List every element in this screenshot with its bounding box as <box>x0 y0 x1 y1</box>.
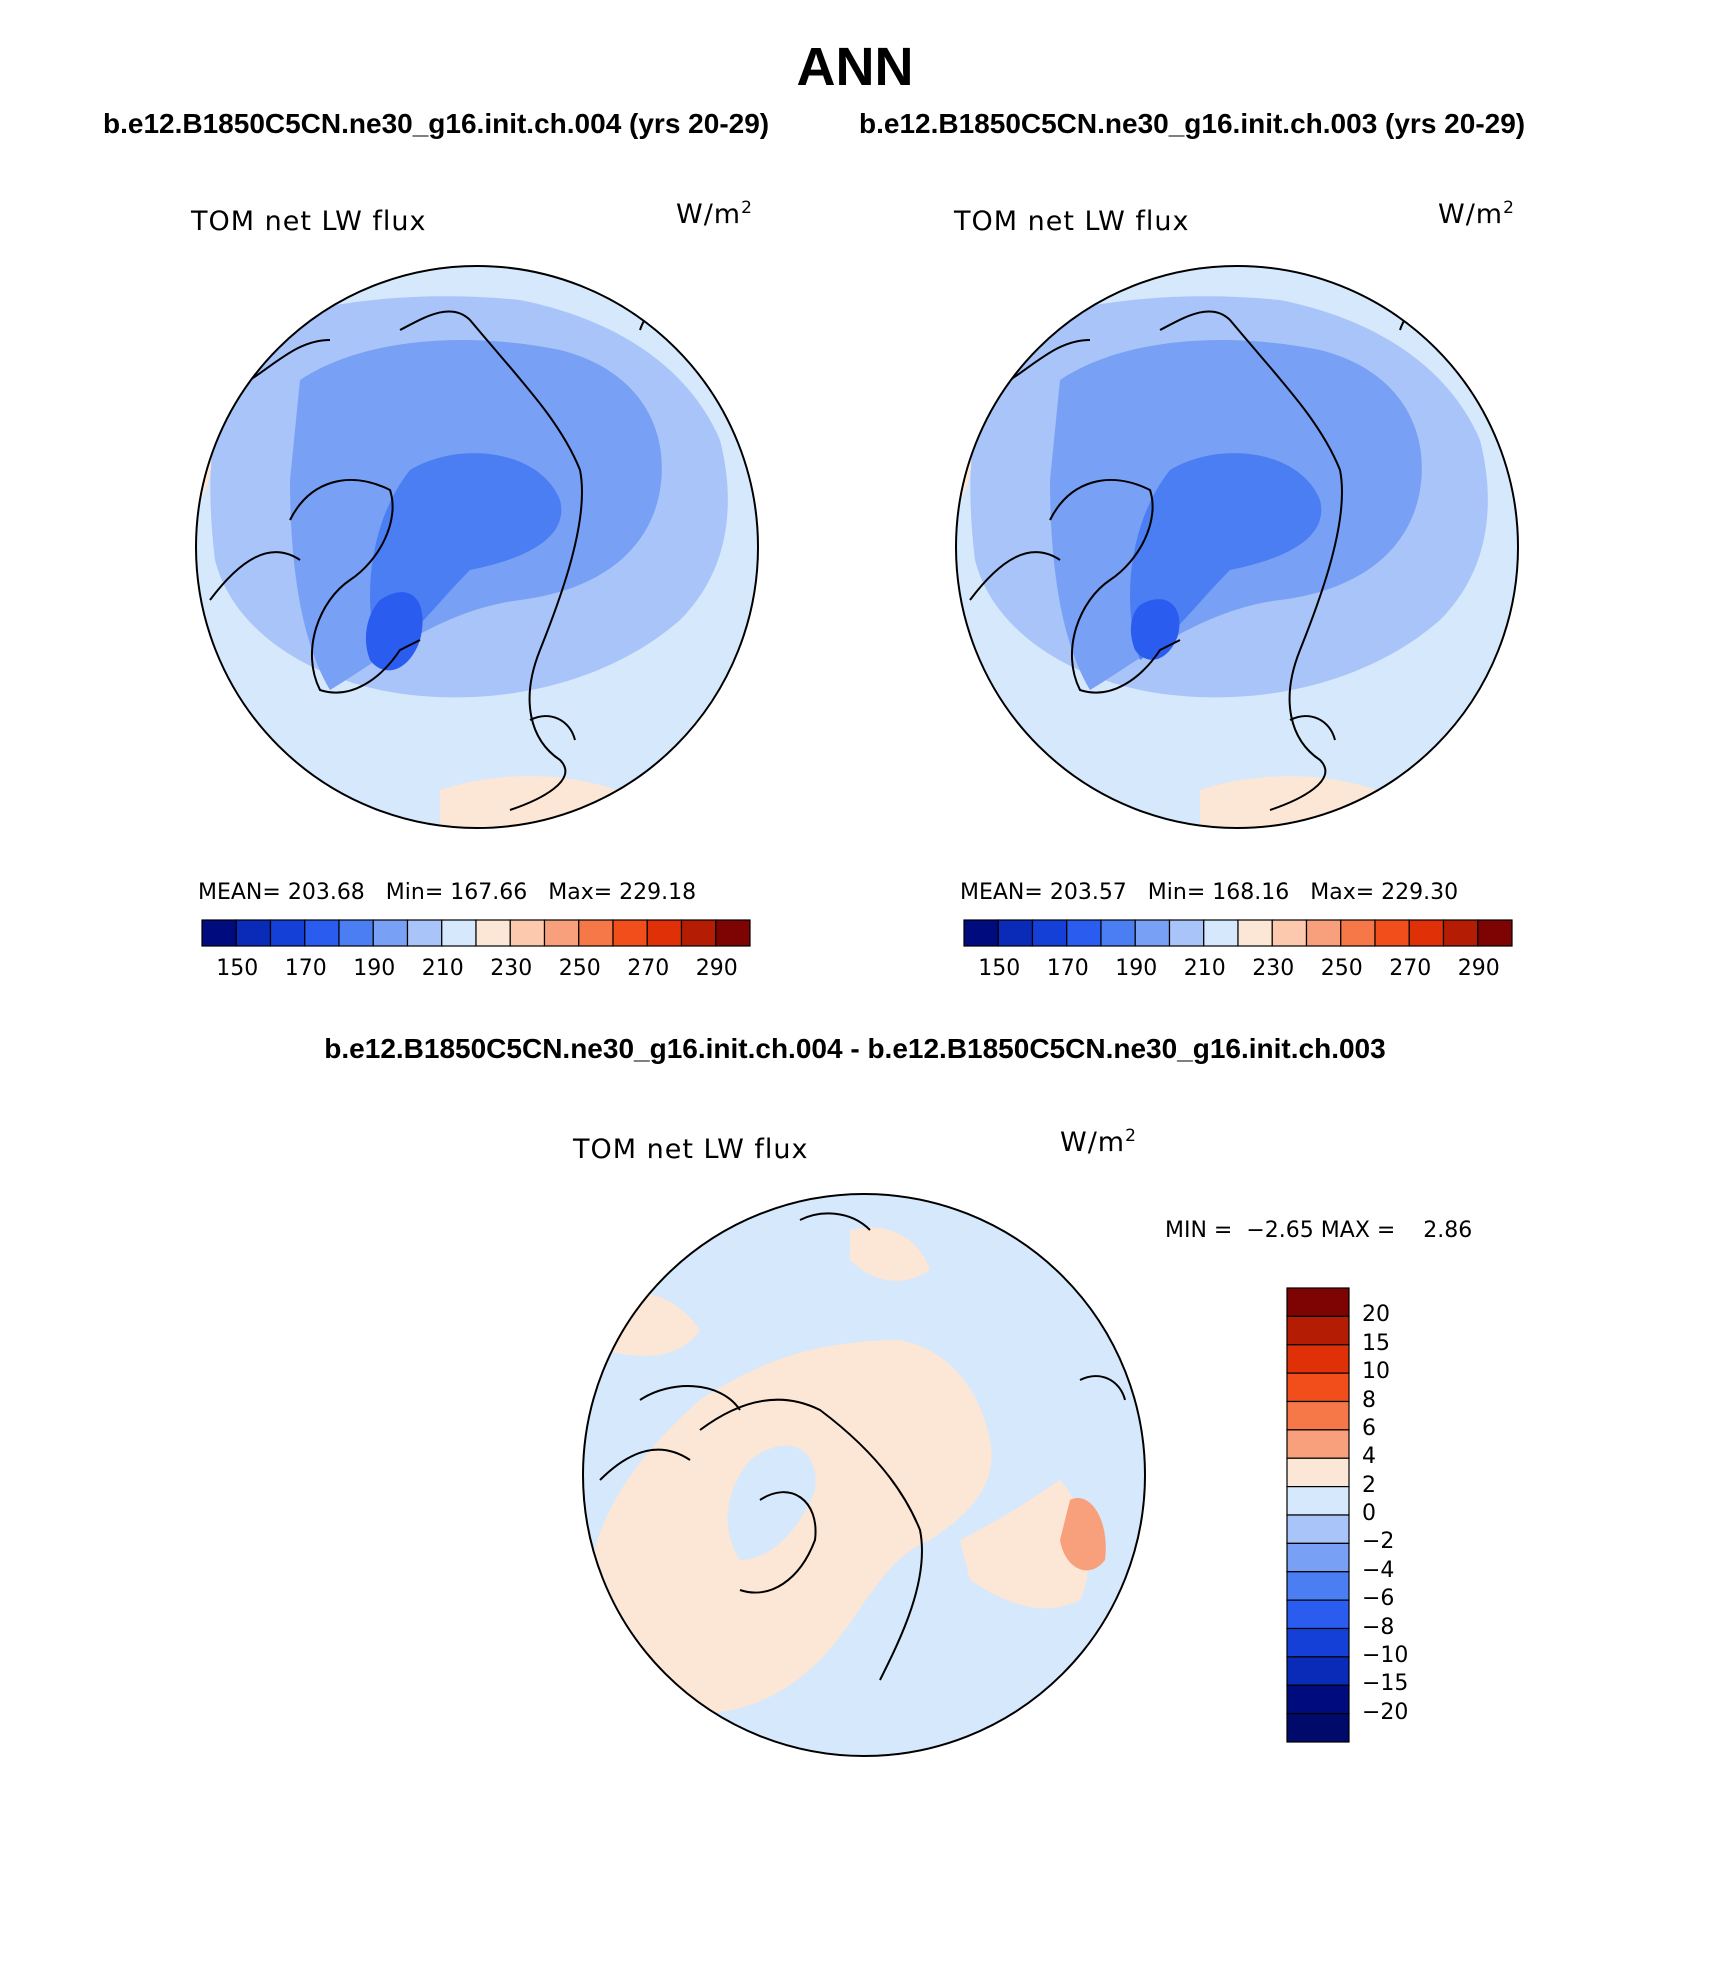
colorbar-swatch <box>1340 919 1376 947</box>
colorbar-swatch <box>715 919 751 947</box>
colorbar-swatch <box>509 919 546 947</box>
colorbar-swatch <box>1286 1542 1350 1573</box>
colorbar-swatch <box>372 919 409 947</box>
panel3-stats: MIN = −2.65 MAX = 2.86 <box>1165 1218 1473 1243</box>
colorbar-swatch <box>1286 1713 1350 1743</box>
colorbar-tick-label: −20 <box>1362 1699 1409 1725</box>
colorbar-tick-label: 150 <box>978 956 1021 981</box>
colorbar-tick-label: 190 <box>1115 956 1158 981</box>
colorbar-swatch <box>1286 1684 1350 1715</box>
colorbar-swatch <box>1286 1486 1350 1516</box>
colorbar-swatch <box>1477 919 1513 947</box>
colorbar-tick-label: 8 <box>1362 1387 1376 1413</box>
colorbar-tick-label: 270 <box>1389 956 1432 981</box>
colorbar-tick-label: 10 <box>1362 1359 1390 1385</box>
colorbar-swatch <box>1286 1627 1350 1658</box>
colorbar-swatch <box>1286 1571 1350 1601</box>
colorbar-tick-label: 170 <box>1046 956 1089 981</box>
colorbar-swatch <box>612 919 648 947</box>
case-a-title: b.e12.B1850C5CN.ne30_g16.init.ch.004 (yr… <box>103 108 770 139</box>
colorbar-tick-label: 15 <box>1362 1330 1390 1356</box>
diff-title: b.e12.B1850C5CN.ne30_g16.init.ch.004 - b… <box>324 1033 1386 1064</box>
colorbar-tick-label: 230 <box>1252 956 1295 981</box>
colorbar-tick-label: 0 <box>1362 1501 1376 1526</box>
colorbar-swatch <box>1237 919 1273 947</box>
colorbar-tick-label: −2 <box>1362 1529 1395 1555</box>
panel1-stats: MEAN= 203.68 Min= 167.66 Max= 229.18 <box>198 880 697 905</box>
colorbar-tick-label: 250 <box>558 956 601 981</box>
colorbar-swatch <box>1286 1400 1350 1431</box>
colorbar-swatch <box>1286 1656 1350 1686</box>
colorbar-tick-label: −6 <box>1362 1586 1395 1612</box>
colorbar-swatch <box>304 919 340 947</box>
colorbar-tick-label: −4 <box>1362 1557 1395 1583</box>
colorbar-swatch <box>1134 919 1171 947</box>
colorbar-swatch <box>235 919 272 947</box>
colorbar-swatch <box>997 919 1034 947</box>
colorbar-swatch <box>578 919 614 947</box>
colorbar-swatch <box>1286 1344 1350 1374</box>
colorbar-tick-label: −10 <box>1362 1642 1409 1668</box>
panel3-colorbar <box>1286 1287 1350 1743</box>
colorbar-tick-label: 270 <box>627 956 670 981</box>
colorbar-swatch <box>1286 1457 1350 1488</box>
colorbar-swatch <box>963 919 999 947</box>
colorbar-tick-label: 20 <box>1362 1302 1390 1328</box>
colorbar-tick-label: 170 <box>284 956 327 981</box>
colorbar-swatch <box>1286 1372 1350 1403</box>
colorbar-swatch <box>1442 919 1479 947</box>
colorbar-swatch <box>406 919 443 947</box>
panel2-colorbar-ticks: 150 170 190 210 230 250 270 290 <box>962 956 1522 986</box>
figure-title: ANN <box>796 37 914 97</box>
colorbar-tick-label: 210 <box>421 956 464 981</box>
colorbar-tick-label: 190 <box>353 956 396 981</box>
colorbar-tick-label: 290 <box>1457 956 1500 981</box>
colorbar-tick-label: 6 <box>1362 1415 1376 1441</box>
panel2-stats: MEAN= 203.57 Min= 168.16 Max= 229.30 <box>960 880 1459 905</box>
panel1-units: W/m2 <box>676 198 753 230</box>
colorbar-swatch <box>1286 1514 1350 1544</box>
case-b-title: b.e12.B1850C5CN.ne30_g16.init.ch.003 (yr… <box>859 108 1526 139</box>
panel2-variable: TOM net LW flux <box>954 206 1190 237</box>
colorbar-swatch <box>201 919 237 947</box>
colorbar-swatch <box>646 919 683 947</box>
panel3-colorbar-ticks: 20 15 10 8 6 4 2 0 −2 −4 −6 −8 −10 −15 −20 <box>1362 1286 1442 1744</box>
colorbar-swatch <box>1305 919 1342 947</box>
colorbar-tick-label: 250 <box>1320 956 1363 981</box>
colorbar-tick-label: −15 <box>1362 1671 1409 1697</box>
panel2-units: W/m2 <box>1438 198 1515 230</box>
colorbar-swatch <box>1286 1315 1350 1346</box>
panel1-variable: TOM net LW flux <box>191 206 427 237</box>
panel3-units: W/m2 <box>1060 1126 1137 1158</box>
colorbar-tick-label: 2 <box>1362 1472 1376 1498</box>
colorbar-tick-label: −8 <box>1362 1614 1395 1640</box>
panel1-colorbar <box>201 919 751 947</box>
colorbar-tick-label: 230 <box>490 956 533 981</box>
colorbar-tick-label: 150 <box>216 956 259 981</box>
colorbar-swatch <box>543 919 580 947</box>
panel1-colorbar-ticks: 150 170 190 210 230 250 270 290 <box>200 956 760 986</box>
colorbar-swatch <box>1286 1599 1350 1630</box>
colorbar-swatch <box>1286 1429 1350 1459</box>
colorbar-swatch <box>269 919 306 947</box>
colorbar-swatch <box>1066 919 1102 947</box>
panel3-variable: TOM net LW flux <box>573 1134 809 1165</box>
colorbar-swatch <box>1271 919 1308 947</box>
colorbar-swatch <box>338 919 374 947</box>
colorbar-tick-label: 4 <box>1362 1444 1376 1470</box>
colorbar-swatch <box>1286 1287 1350 1317</box>
panel2-colorbar <box>963 919 1513 947</box>
colorbar-swatch <box>475 919 511 947</box>
colorbar-tick-label: 210 <box>1183 956 1226 981</box>
colorbar-swatch <box>1168 919 1205 947</box>
colorbar-tick-label: 290 <box>695 956 738 981</box>
